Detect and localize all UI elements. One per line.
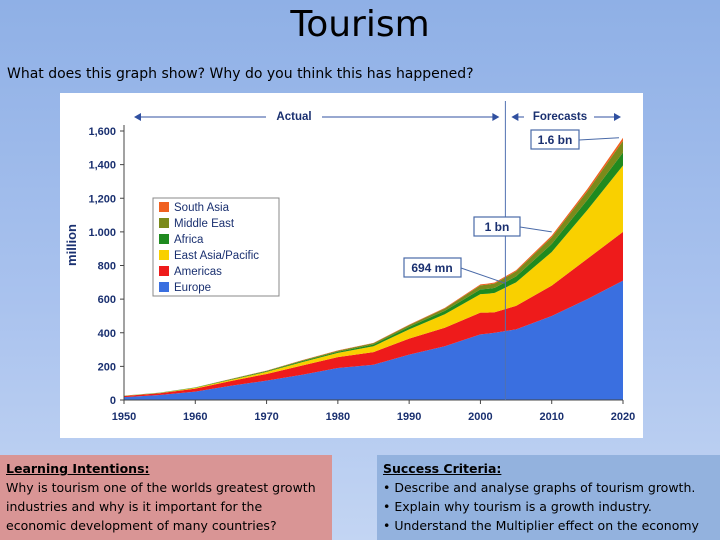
forecast-arrowhead-right — [614, 113, 621, 121]
success-criteria-panel: Success Criteria: • Describe and analyse… — [377, 455, 720, 540]
annotation-box — [403, 257, 462, 278]
annotation-leader — [519, 226, 552, 233]
legend-label: South Asia — [174, 202, 230, 214]
forecasts-label: Forecasts — [533, 111, 587, 123]
annotation-label: 694 mn — [411, 261, 452, 275]
x-tick-label: 1950 — [112, 411, 136, 423]
series-area-africa — [124, 152, 623, 396]
legend-label: Americas — [174, 266, 222, 278]
legend-swatch — [159, 202, 169, 212]
forecast-arrowhead-left — [511, 113, 519, 121]
x-tick-label: 1990 — [397, 411, 421, 423]
legend-label: East Asia/Pacific — [174, 250, 259, 262]
tourism-area-chart: 0 200 400 600 800 1.000 1,200 1,400 1,600 1950 196… — [64, 101, 635, 423]
y-tick-label: 1,400 — [88, 160, 116, 172]
legend-swatch — [159, 234, 169, 244]
learning-intentions-text: Why is tourism one of the worlds greates… — [6, 480, 316, 533]
y-tick-label: 400 — [98, 328, 116, 340]
series-area-middle-east — [124, 140, 623, 396]
legend-swatch — [159, 250, 169, 260]
legend-swatch — [159, 282, 169, 292]
learning-intentions-panel: Learning Intentions: Why is tourism one … — [0, 455, 332, 540]
y-tick-label: 1.000 — [88, 227, 116, 239]
x-tick-label: 1970 — [254, 411, 278, 423]
annotation-leader — [578, 137, 620, 141]
success-criteria-item: • Describe and analyse graphs of tourism… — [383, 480, 696, 495]
annotation-box — [473, 216, 521, 237]
legend-box — [152, 197, 280, 297]
success-criteria-item: • Understand the Multiplier effect on th… — [383, 518, 699, 533]
annotation-label: 1 bn — [485, 220, 510, 234]
y-tick-label: 0 — [110, 395, 116, 407]
actual-arrowhead-right — [492, 113, 500, 121]
chart-panel: 0 200 400 600 800 1.000 1,200 1,400 1,600 1950 196… — [60, 93, 643, 438]
legend-label: Europe — [174, 282, 211, 294]
legend-label: Africa — [174, 234, 204, 246]
series-area-americas — [124, 231, 623, 398]
legend-swatch — [159, 266, 169, 276]
legend-swatch — [159, 218, 169, 228]
y-tick-label: 200 — [98, 361, 116, 373]
x-tick-label: 1980 — [326, 411, 350, 423]
y-tick-label: 1,200 — [88, 193, 116, 205]
slide-title: Tourism — [290, 4, 430, 45]
annotation-box — [530, 129, 580, 150]
success-criteria-heading: Success Criteria: — [383, 461, 502, 476]
legend-label: Middle East — [174, 218, 235, 230]
success-criteria-item: • Explain why tourism is a growth indust… — [383, 499, 652, 514]
y-tick-label: 800 — [98, 261, 116, 273]
learning-intentions-heading: Learning Intentions: — [6, 461, 150, 476]
series-area-europe — [124, 280, 623, 400]
x-tick-label: 2010 — [539, 411, 563, 423]
annotation-label: 1.6 bn — [538, 133, 573, 147]
question-text: What does this graph show? Why do you th… — [7, 66, 474, 82]
x-tick-label: 2020 — [611, 411, 635, 423]
y-axis-label: million — [64, 224, 79, 266]
y-tick-label: 600 — [98, 294, 116, 306]
actual-label: Actual — [276, 111, 311, 123]
annotation-leader — [460, 267, 506, 284]
x-tick-label: 1960 — [183, 411, 207, 423]
series-area-east-asia-pacific — [124, 165, 623, 396]
y-tick-label: 1,600 — [88, 126, 116, 138]
actual-arrowhead-left — [134, 113, 141, 121]
x-tick-label: 2000 — [468, 411, 492, 423]
